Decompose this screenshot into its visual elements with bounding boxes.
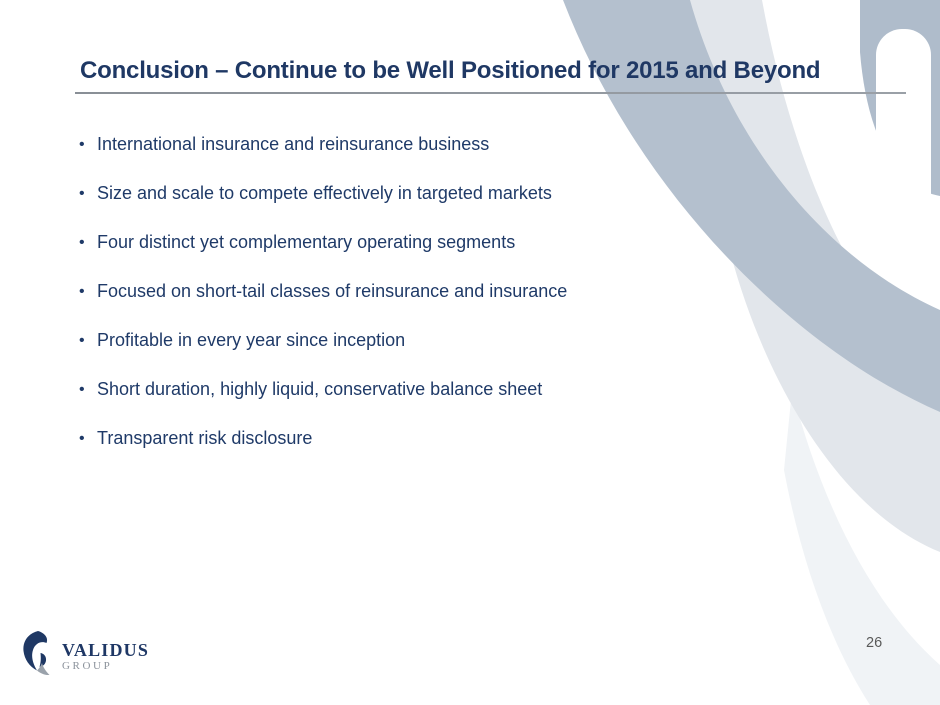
logo-text: VALIDUS GROUP bbox=[62, 630, 149, 673]
background-swoosh-graphic bbox=[563, 0, 940, 705]
bullet-text: Short duration, highly liquid, conservat… bbox=[97, 379, 543, 399]
bullet-dot: • bbox=[79, 430, 85, 447]
logo-name: VALIDUS bbox=[62, 640, 150, 660]
bullet-item: • International insurance and reinsuranc… bbox=[79, 133, 567, 156]
bullet-dot: • bbox=[79, 283, 85, 300]
validus-logo: VALIDUS GROUP bbox=[21, 630, 149, 676]
bullet-text: Focused on short-tail classes of reinsur… bbox=[97, 281, 568, 301]
swoosh-faint-band bbox=[784, 390, 940, 705]
bullet-dot: • bbox=[79, 136, 85, 153]
bullet-text: Transparent risk disclosure bbox=[97, 428, 313, 448]
page-number: 26 bbox=[866, 635, 883, 651]
bullet-text: Profitable in every year since inception bbox=[97, 330, 406, 350]
swoosh-medium-band bbox=[563, 0, 940, 412]
validus-logo-mark-icon bbox=[23, 631, 50, 676]
bullet-dot: • bbox=[79, 332, 85, 349]
bullet-item: • Profitable in every year since incepti… bbox=[79, 329, 567, 352]
title-underline bbox=[75, 92, 906, 94]
bullet-dot: • bbox=[79, 234, 85, 251]
bullet-item: • Focused on short-tail classes of reins… bbox=[79, 280, 567, 303]
logo-subname: GROUP bbox=[62, 660, 113, 672]
bullet-text: Four distinct yet complementary operatin… bbox=[97, 232, 516, 252]
bullet-dot: • bbox=[79, 381, 85, 398]
bullet-text: Size and scale to compete effectively in… bbox=[97, 183, 552, 203]
bullet-text: International insurance and reinsurance … bbox=[97, 134, 490, 154]
bullet-item: • Four distinct yet complementary operat… bbox=[79, 231, 567, 254]
slide-title: Conclusion – Continue to be Well Positio… bbox=[80, 57, 821, 84]
bullet-dot: • bbox=[79, 185, 85, 202]
bullet-list: • International insurance and reinsuranc… bbox=[79, 133, 567, 476]
bullet-item: • Size and scale to compete effectively … bbox=[79, 182, 567, 205]
bullet-item: • Transparent risk disclosure bbox=[79, 427, 567, 450]
swoosh-corner-white-notch bbox=[876, 29, 931, 244]
bullet-item: • Short duration, highly liquid, conserv… bbox=[79, 378, 567, 401]
